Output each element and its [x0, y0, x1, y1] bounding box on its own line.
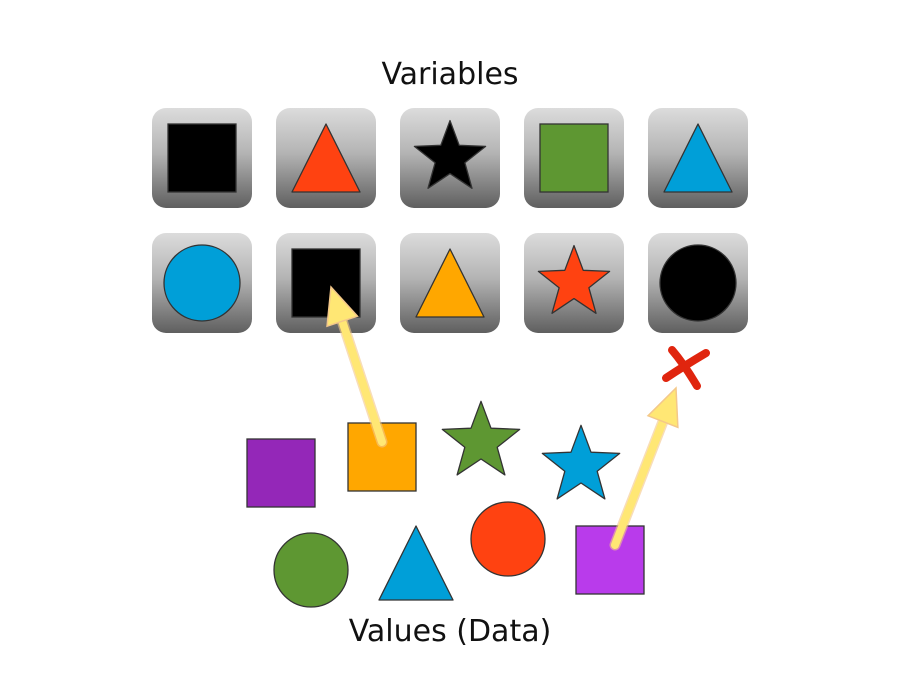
variable-tile: [276, 108, 376, 208]
variable-tile: [152, 108, 252, 208]
reject-x-mark: [662, 346, 710, 390]
arrow-rejected: [609, 386, 679, 551]
variable-triangle-shape: [415, 248, 485, 318]
variable-circle-shape: [659, 244, 737, 322]
variables-grid: [152, 108, 748, 333]
variable-square-shape: [539, 123, 609, 193]
value-star: [441, 400, 521, 476]
reject-x-stroke: [662, 349, 710, 382]
variable-tile: [400, 108, 500, 208]
variables-title: Variables: [381, 57, 518, 92]
arrow-shaft: [611, 417, 667, 549]
arrow-shaft: [338, 317, 386, 446]
values-group: [246, 400, 645, 608]
variable-square-shape: [167, 123, 237, 193]
variable-triangle-shape: [663, 123, 733, 193]
arrow-head: [326, 285, 359, 328]
value-square: [246, 438, 316, 508]
variable-circle-shape: [163, 244, 241, 322]
value-triangle: [378, 525, 454, 601]
arrow-accepted: [326, 285, 388, 448]
value-star: [541, 424, 621, 500]
variable-tile: [276, 233, 376, 333]
value-square: [575, 525, 645, 595]
variable-star-shape: [537, 244, 611, 314]
variable-tile: [648, 108, 748, 208]
value-circle: [470, 501, 546, 577]
value-circle: [273, 532, 349, 608]
variable-tile: [524, 233, 624, 333]
variable-tile: [152, 233, 252, 333]
arrow-head: [646, 386, 679, 429]
arrows-layer: [326, 285, 710, 551]
variable-star-shape: [413, 119, 487, 189]
variable-tile: [400, 233, 500, 333]
variable-triangle-shape: [291, 123, 361, 193]
values-label: Values (Data): [349, 614, 552, 649]
variable-tile: [648, 233, 748, 333]
variable-tile: [524, 108, 624, 208]
